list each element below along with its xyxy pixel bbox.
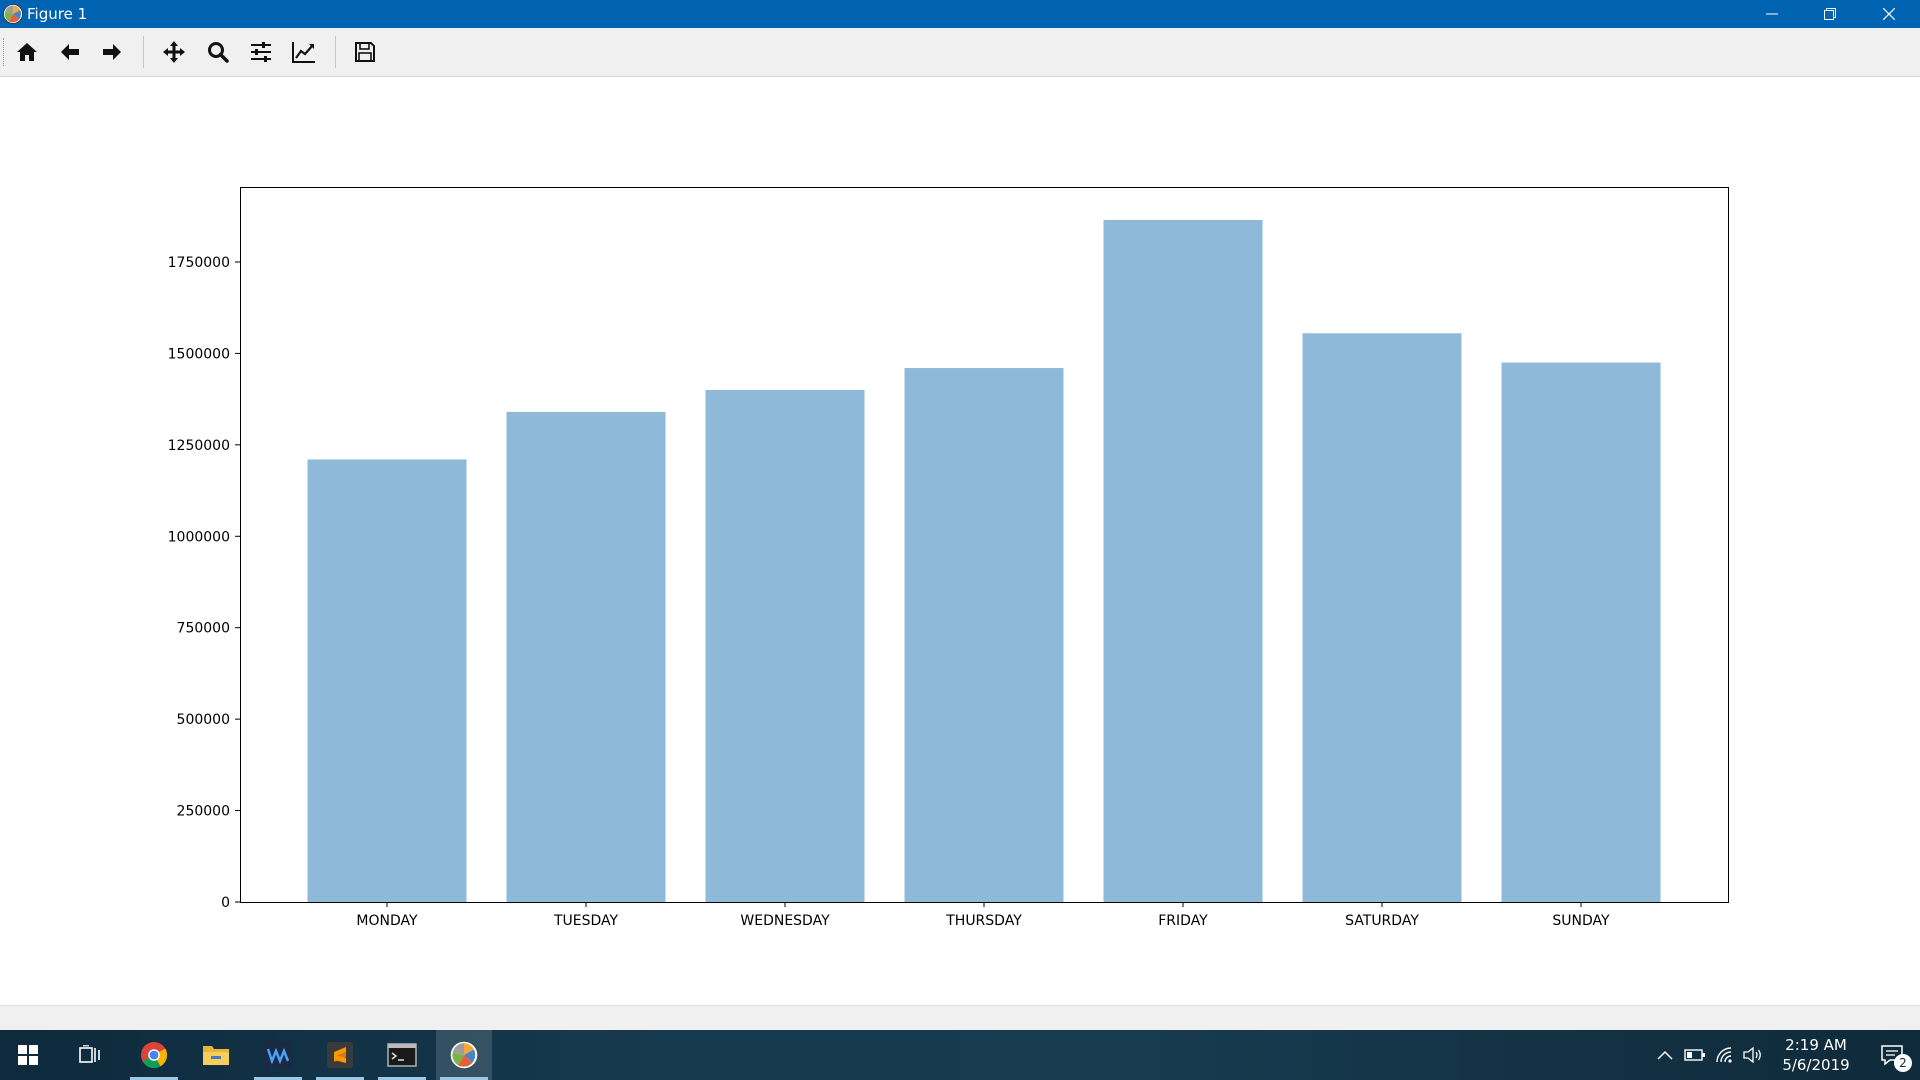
x-tick-label: SATURDAY bbox=[1345, 913, 1419, 929]
x-tick-label: MONDAY bbox=[356, 913, 418, 929]
x-tick-label: SUNDAY bbox=[1552, 913, 1610, 929]
minimize-icon bbox=[1766, 13, 1778, 15]
chrome-taskbar-button[interactable] bbox=[126, 1030, 182, 1080]
figure-canvas[interactable]: 0 250000 500000 750000 1000000 1250000 1500000… bbox=[0, 77, 1920, 1005]
home-icon bbox=[17, 43, 37, 61]
wave-app-taskbar-button[interactable] bbox=[250, 1030, 306, 1080]
notification-count-badge: 2 bbox=[1894, 1054, 1912, 1072]
chrome-icon bbox=[141, 1042, 168, 1069]
configure-subplots-button[interactable] bbox=[246, 38, 276, 66]
move-icon bbox=[163, 41, 185, 63]
start-button[interactable] bbox=[0, 1030, 56, 1080]
bar-wednesday bbox=[705, 389, 865, 902]
arrow-right-icon bbox=[103, 44, 121, 60]
matplotlib-icon bbox=[450, 1041, 478, 1069]
close-icon bbox=[1883, 8, 1895, 20]
home-button[interactable] bbox=[12, 38, 42, 66]
show-hidden-icons-button[interactable] bbox=[1654, 1044, 1676, 1066]
y-tick-label: 1000000 bbox=[168, 529, 230, 545]
bar-chart[interactable]: 0 250000 500000 750000 1000000 1250000 1500000… bbox=[0, 77, 1920, 1005]
wave-app-icon bbox=[264, 1041, 292, 1069]
title-bar: Figure 1 bbox=[0, 0, 1920, 28]
y-tick-label: 1250000 bbox=[168, 438, 230, 454]
toolbar-separator bbox=[335, 36, 336, 68]
volume-tray-button[interactable] bbox=[1742, 1044, 1764, 1066]
clock-date: 5/6/2019 bbox=[1782, 1056, 1850, 1074]
restore-button[interactable] bbox=[1801, 0, 1859, 28]
sublime-taskbar-button[interactable] bbox=[312, 1030, 368, 1080]
bar-saturday bbox=[1302, 333, 1462, 902]
chevron-up-icon bbox=[1657, 1050, 1673, 1060]
x-tick-label: THURSDAY bbox=[945, 913, 1022, 929]
edit-axis-button[interactable] bbox=[289, 38, 319, 66]
windows-taskbar: 2:19 AM 5/6/2019 2 bbox=[0, 1030, 1920, 1080]
floppy-disk-icon bbox=[355, 42, 375, 62]
y-tick-label: 1500000 bbox=[168, 346, 230, 362]
save-button[interactable] bbox=[350, 38, 380, 66]
sublime-icon bbox=[327, 1042, 353, 1068]
action-center-button[interactable]: 2 bbox=[1864, 1030, 1920, 1080]
folder-icon bbox=[203, 1046, 229, 1065]
arrow-left-icon bbox=[61, 44, 79, 60]
restore-icon bbox=[1824, 8, 1836, 20]
battery-icon bbox=[1684, 1049, 1705, 1061]
minimize-button[interactable] bbox=[1743, 0, 1801, 28]
window-title: Figure 1 bbox=[27, 5, 88, 23]
x-tick-label: TUESDAY bbox=[553, 913, 619, 929]
taskbar-clock[interactable]: 2:19 AM 5/6/2019 bbox=[1766, 1035, 1866, 1075]
clock-time: 2:19 AM bbox=[1785, 1036, 1847, 1054]
windows-logo-icon bbox=[18, 1045, 38, 1065]
task-view-button[interactable] bbox=[62, 1030, 118, 1080]
y-tick-label: 500000 bbox=[177, 712, 230, 728]
navigation-toolbar bbox=[0, 28, 1920, 77]
matplotlib-logo-icon bbox=[3, 4, 23, 24]
speaker-icon bbox=[1743, 1047, 1761, 1063]
x-tick-label: WEDNESDAY bbox=[740, 913, 830, 929]
bar-sunday bbox=[1501, 362, 1661, 902]
close-button[interactable] bbox=[1860, 0, 1918, 28]
network-tray-button[interactable] bbox=[1714, 1044, 1736, 1066]
sliders-icon bbox=[251, 42, 271, 62]
status-bar bbox=[0, 1005, 1920, 1031]
terminal-taskbar-button[interactable] bbox=[374, 1030, 430, 1080]
file-explorer-taskbar-button[interactable] bbox=[188, 1030, 244, 1080]
y-tick-label: 250000 bbox=[177, 804, 230, 820]
y-tick-label: 0 bbox=[221, 895, 230, 911]
y-tick-label: 750000 bbox=[177, 621, 230, 637]
bar-thursday bbox=[904, 368, 1064, 903]
bar-monday bbox=[307, 459, 467, 902]
matplotlib-taskbar-button[interactable] bbox=[436, 1030, 492, 1080]
notification-icon bbox=[1881, 1045, 1903, 1066]
wifi-icon bbox=[1716, 1047, 1732, 1063]
pan-button[interactable] bbox=[159, 38, 189, 66]
chart-line-icon bbox=[292, 42, 315, 63]
toolbar-separator bbox=[143, 36, 144, 68]
bar-tuesday bbox=[506, 411, 666, 902]
task-view-icon bbox=[79, 1045, 100, 1063]
y-tick-label: 1750000 bbox=[168, 255, 230, 271]
back-button[interactable] bbox=[55, 38, 85, 66]
battery-tray-button[interactable] bbox=[1684, 1044, 1706, 1066]
forward-button[interactable] bbox=[97, 38, 127, 66]
bar-friday bbox=[1103, 219, 1263, 903]
toolbar-grip[interactable] bbox=[3, 38, 6, 66]
magnifier-icon bbox=[208, 42, 229, 63]
zoom-button[interactable] bbox=[203, 38, 233, 66]
x-tick-label: FRIDAY bbox=[1158, 913, 1208, 929]
terminal-icon bbox=[387, 1043, 417, 1067]
